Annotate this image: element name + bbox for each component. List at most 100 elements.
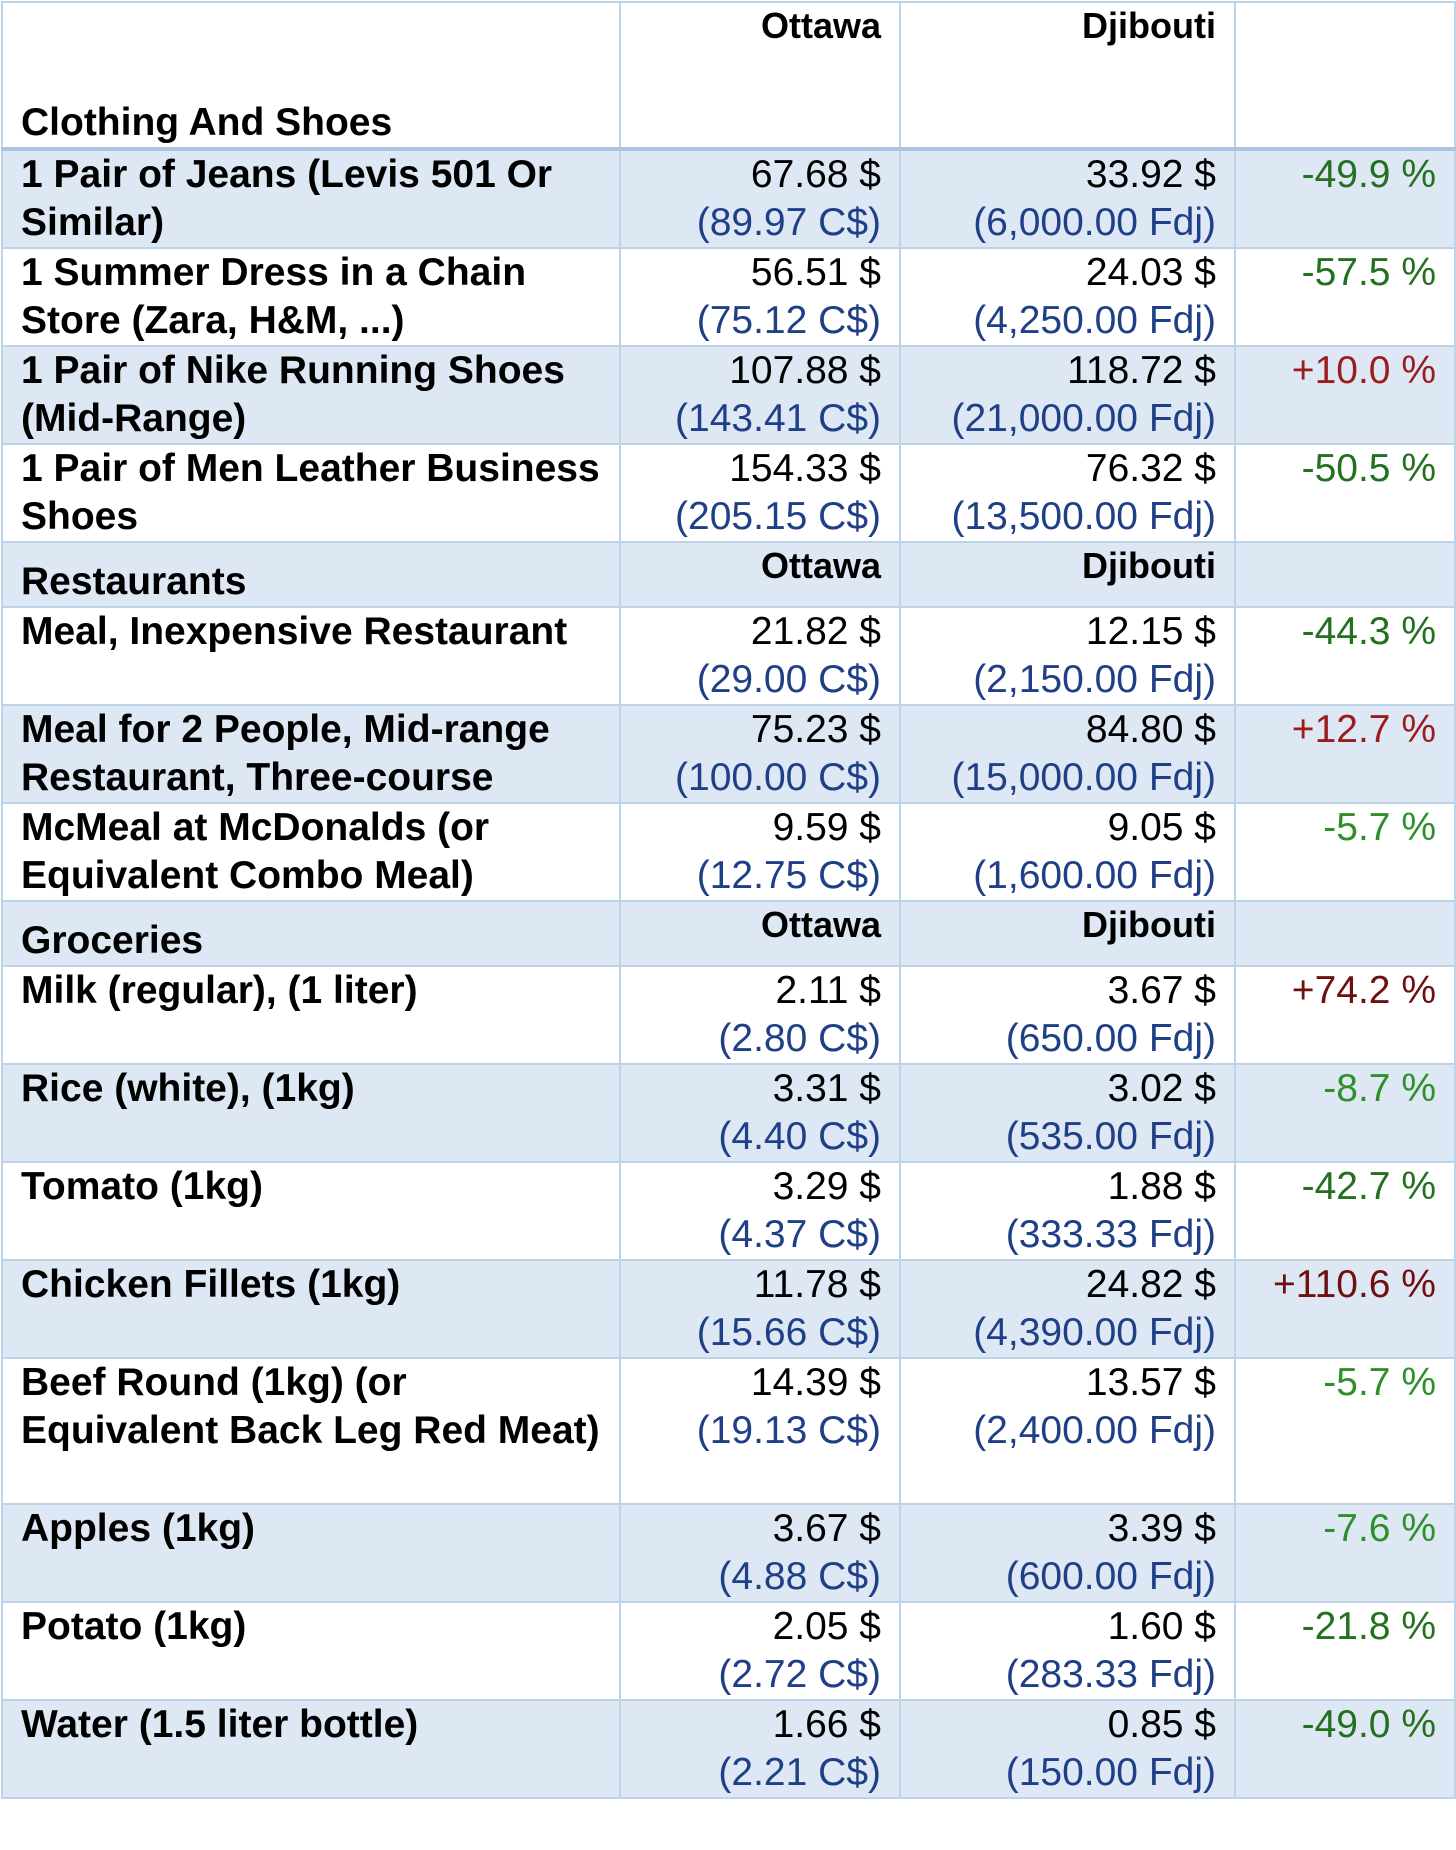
local-price: (89.97 C$) [696,201,881,244]
item-name: 1 Pair of Men Leather Business Shoes [1,443,621,543]
item-name: 1 Summer Dress in a Chain Store (Zara, H… [1,247,621,347]
djibouti-price: 33.92 $ (6,000.00 Fdj) [899,148,1236,249]
ottawa-price: 56.51 $ (75.12 C$) [619,247,901,347]
item-name: Meal, Inexpensive Restaurant [1,606,621,706]
ottawa-price: 11.78 $ (15.66 C$) [619,1259,901,1359]
usd-price: 3.02 $ [1107,1067,1216,1110]
ottawa-price: 154.33 $ (205.15 C$) [619,443,901,543]
city-header-djibouti: Djibouti [899,900,1236,967]
item-name: Rice (white), (1kg) [1,1063,621,1163]
percent-difference: +12.7 % [1234,704,1456,804]
section-title: Groceries [1,900,621,967]
local-price: (13,500.00 Fdj) [951,495,1217,538]
item-name: 1 Pair of Jeans (Levis 501 Or Similar) [1,148,621,249]
usd-price: 24.82 $ [1085,1263,1216,1306]
usd-price: 154.33 $ [729,447,881,490]
usd-price: 107.88 $ [729,349,881,392]
local-price: (600.00 Fdj) [1005,1555,1216,1598]
djibouti-price: 3.67 $ (650.00 Fdj) [899,965,1236,1065]
table-row: Meal, Inexpensive Restaurant 21.82 $ (29.… [1,606,1456,706]
item-name: Potato (1kg) [1,1601,621,1701]
table-row: 1 Pair of Men Leather Business Shoes 154… [1,443,1456,543]
percent-difference: +110.6 % [1234,1259,1456,1359]
table-row: Potato (1kg) 2.05 $ (2.72 C$) 1.60 $ (283.… [1,1601,1456,1701]
ottawa-price: 107.88 $ (143.41 C$) [619,345,901,445]
percent-difference: -50.5 % [1234,443,1456,543]
usd-price: 0.85 $ [1107,1703,1216,1746]
local-price: (4,250.00 Fdj) [973,299,1216,342]
percent-difference: -42.7 % [1234,1161,1456,1261]
section-header-groceries: Groceries Ottawa Djibouti [1,900,1456,967]
usd-price: 67.68 $ [750,153,881,196]
city-header-djibouti: Djibouti [899,541,1236,608]
usd-price: 75.23 $ [750,708,881,751]
djibouti-price: 24.03 $ (4,250.00 Fdj) [899,247,1236,347]
local-price: (2.21 C$) [718,1751,881,1794]
diff-header [1234,900,1456,967]
djibouti-price: 0.85 $ (150.00 Fdj) [899,1699,1236,1799]
local-price: (12.75 C$) [696,854,881,897]
item-name: Milk (regular), (1 liter) [1,965,621,1065]
usd-price: 1.88 $ [1107,1165,1216,1208]
local-price: (19.13 C$) [696,1409,881,1452]
section-header-restaurants: Restaurants Ottawa Djibouti [1,541,1456,608]
usd-price: 3.29 $ [772,1165,881,1208]
table-row: Tomato (1kg) 3.29 $ (4.37 C$) 1.88 $ (333.… [1,1161,1456,1261]
djibouti-price: 3.39 $ (600.00 Fdj) [899,1503,1236,1603]
local-price: (283.33 Fdj) [1005,1653,1216,1696]
usd-price: 13.57 $ [1085,1361,1216,1404]
local-price: (205.15 C$) [675,495,881,538]
percent-difference: -44.3 % [1234,606,1456,706]
item-name: Beef Round (1kg) (or Equivalent Back Leg… [1,1357,621,1505]
ottawa-price: 9.59 $ (12.75 C$) [619,802,901,902]
ottawa-price: 75.23 $ (100.00 C$) [619,704,901,804]
ottawa-price: 2.05 $ (2.72 C$) [619,1601,901,1701]
local-price: (2,150.00 Fdj) [973,658,1216,701]
local-price: (75.12 C$) [696,299,881,342]
usd-price: 118.72 $ [1067,349,1216,392]
usd-price: 84.80 $ [1085,708,1216,751]
djibouti-price: 1.60 $ (283.33 Fdj) [899,1601,1236,1701]
ottawa-price: 3.67 $ (4.88 C$) [619,1503,901,1603]
usd-price: 12.15 $ [1085,610,1216,653]
usd-price: 3.67 $ [1107,969,1216,1012]
usd-price: 21.82 $ [750,610,881,653]
table-row: Chicken Fillets (1kg) 11.78 $ (15.66 C$) … [1,1259,1456,1359]
item-name: Water (1.5 liter bottle) [1,1699,621,1799]
percent-difference: +74.2 % [1234,965,1456,1065]
diff-header [1234,1,1456,151]
djibouti-price: 13.57 $ (2,400.00 Fdj) [899,1357,1236,1505]
item-name: McMeal at McDonalds (or Equivalent Combo… [1,802,621,902]
usd-price: 14.39 $ [750,1361,881,1404]
table-row: Water (1.5 liter bottle) 1.66 $ (2.21 C$)… [1,1699,1456,1799]
price-comparison-table: Clothing And Shoes Ottawa Djibouti 1 Pai… [1,1,1456,1799]
percent-difference: -7.6 % [1234,1503,1456,1603]
local-price: (650.00 Fdj) [1005,1017,1216,1060]
percent-difference: -57.5 % [1234,247,1456,347]
local-price: (2.80 C$) [718,1017,881,1060]
local-price: (4.40 C$) [718,1115,881,1158]
diff-header [1234,541,1456,608]
percent-difference: -5.7 % [1234,802,1456,902]
ottawa-price: 67.68 $ (89.97 C$) [619,148,901,249]
local-price: (333.33 Fdj) [1005,1213,1216,1256]
item-name: Apples (1kg) [1,1503,621,1603]
local-price: (15,000.00 Fdj) [951,756,1217,799]
table-row: Beef Round (1kg) (or Equivalent Back Leg… [1,1357,1456,1505]
local-price: (4.88 C$) [718,1555,881,1598]
djibouti-price: 76.32 $ (13,500.00 Fdj) [899,443,1236,543]
local-price: (150.00 Fdj) [1005,1751,1216,1794]
section-title: Clothing And Shoes [1,1,621,151]
usd-price: 3.31 $ [772,1067,881,1110]
table-row: Milk (regular), (1 liter) 2.11 $ (2.80 C$… [1,965,1456,1065]
usd-price: 56.51 $ [750,251,881,294]
usd-price: 9.05 $ [1107,806,1216,849]
usd-price: 2.05 $ [772,1605,881,1648]
local-price: (143.41 C$) [675,397,881,440]
local-price: (100.00 C$) [675,756,881,799]
ottawa-price: 1.66 $ (2.21 C$) [619,1699,901,1799]
usd-price: 9.59 $ [772,806,881,849]
section-title: Restaurants [1,541,621,608]
ottawa-price: 3.29 $ (4.37 C$) [619,1161,901,1261]
usd-price: 2.11 $ [775,969,881,1012]
